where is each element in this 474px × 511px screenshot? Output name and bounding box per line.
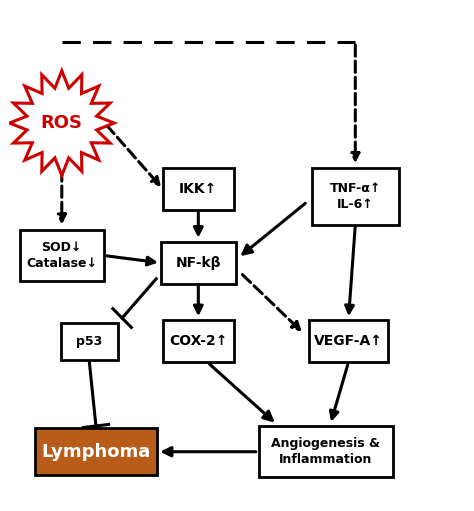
Text: NF-kβ: NF-kβ — [175, 256, 221, 270]
Text: TNF-α↑
IL-6↑: TNF-α↑ IL-6↑ — [329, 182, 381, 211]
FancyBboxPatch shape — [35, 428, 157, 475]
Text: Lymphoma: Lymphoma — [41, 443, 151, 461]
Text: COX-2↑: COX-2↑ — [169, 334, 228, 349]
FancyBboxPatch shape — [163, 169, 234, 210]
Text: VEGF-A↑: VEGF-A↑ — [314, 334, 383, 349]
FancyBboxPatch shape — [161, 242, 236, 284]
FancyBboxPatch shape — [61, 323, 118, 360]
Text: SOD↓
Catalase↓: SOD↓ Catalase↓ — [27, 241, 97, 270]
Text: p53: p53 — [76, 335, 102, 348]
Text: IKK↑: IKK↑ — [179, 182, 218, 196]
Text: Angiogenesis &
Inflammation: Angiogenesis & Inflammation — [271, 437, 380, 466]
Text: ROS: ROS — [41, 114, 83, 132]
FancyBboxPatch shape — [259, 426, 393, 477]
FancyBboxPatch shape — [20, 230, 104, 281]
FancyBboxPatch shape — [309, 320, 388, 362]
FancyBboxPatch shape — [312, 169, 399, 225]
FancyBboxPatch shape — [163, 320, 234, 362]
Polygon shape — [9, 71, 114, 175]
